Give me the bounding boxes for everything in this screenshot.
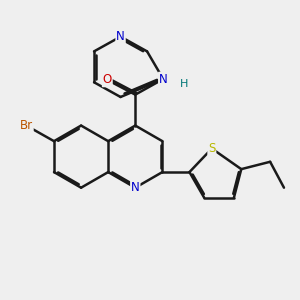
Text: O: O [103,74,112,86]
Text: H: H [180,79,188,89]
Text: N: N [116,30,125,43]
Text: Br: Br [20,119,33,132]
Text: N: N [131,181,140,194]
Text: S: S [208,142,215,155]
Text: N: N [159,73,168,85]
